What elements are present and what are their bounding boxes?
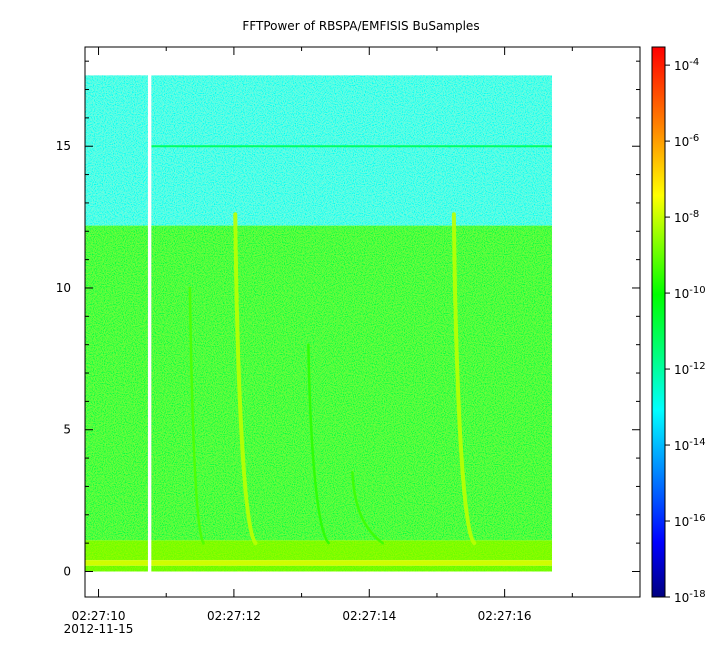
x-tick-label-3: 02:27:16 [478,609,532,623]
feature-layer [147,74,553,573]
plot-frame [84,46,641,598]
y-tick-label-10: 10 [56,281,71,295]
colorbar-tick-label-5: 10-14 [674,437,706,453]
plot-area: 0 5 10 15 02:27:10 02:27:12 02:27:14 02:27:16 2… [56,46,641,636]
colorbar-ticks: 10-4 10-6 10-8 10-10 10-12 10-14 10-16 10-18 [665,57,706,605]
x-date-label: 2012-11-15 [64,622,134,636]
colorbar-gradient [651,46,666,598]
chirp-feature-4 [351,471,385,545]
colorbar-tick-label-0: 10-4 [674,57,699,73]
heatmap-band-0 [85,75,553,226]
colorbar-tick-label-3: 10-10 [674,285,706,301]
heatmap-layer [85,75,553,572]
chirp-feature-3 [307,343,330,545]
heatmap-band-1 [85,225,553,541]
chirp-feature-0 [233,212,258,546]
chirp-feature-2 [188,286,205,545]
colorbar-tick-label-2: 10-8 [674,209,699,225]
heatmap-band-3 [85,560,553,566]
y-axis: 0 5 10 15 [56,60,640,578]
heatmap-band-4 [85,565,553,572]
y-tick-label-5: 5 [63,423,71,437]
chart-title: FFTPower of RBSPA/EMFISIS BuSamples [242,19,479,33]
colorbar-tick-label-4: 10-12 [674,361,706,377]
colorbar-tick-label-7: 10-18 [674,589,706,605]
y-tick-label-15: 15 [56,139,71,153]
colorbar: 10-4 10-6 10-8 10-10 10-12 10-14 10-16 10-18 [651,46,706,605]
heatmap-band-2 [85,540,553,561]
colorbar-tick-label-1: 10-6 [674,133,699,149]
x-tick-label-0: 02:27:10 [72,609,126,623]
chirp-feature-1 [451,212,477,546]
x-tick-label-1: 02:27:12 [207,609,261,623]
colorbar-tick-label-6: 10-16 [674,513,706,529]
x-axis: 02:27:10 02:27:12 02:27:14 02:27:16 2012-11-… [64,47,641,636]
y-tick-label-0: 0 [63,564,71,578]
x-tick-label-2: 02:27:14 [342,609,396,623]
data-gap [147,74,152,573]
